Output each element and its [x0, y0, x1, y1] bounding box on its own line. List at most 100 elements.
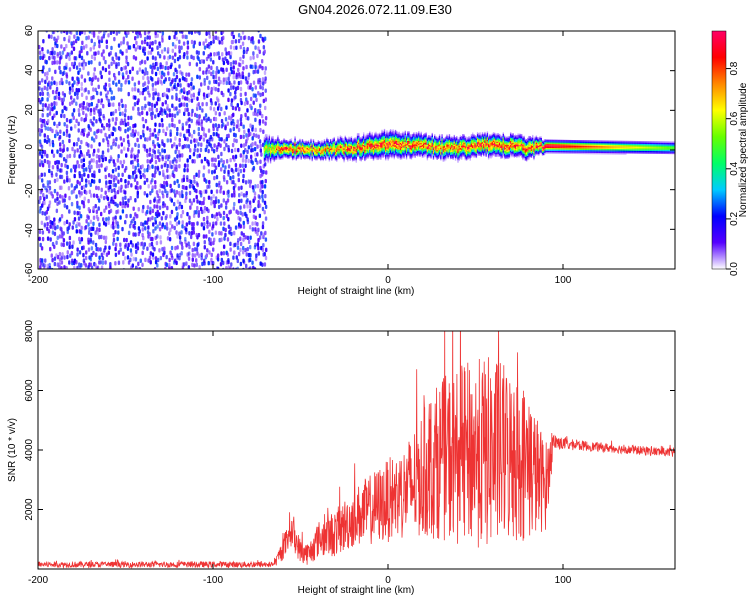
signal-cell	[420, 134, 422, 137]
noise-cell	[209, 98, 213, 103]
signal-cell	[263, 140, 266, 143]
signal-cell	[418, 150, 420, 153]
signal-cell	[396, 140, 398, 143]
signal-cell	[394, 149, 397, 151]
signal-cell	[302, 157, 305, 159]
signal-cell	[415, 139, 418, 141]
noise-cell	[56, 164, 59, 170]
signal-cell	[356, 144, 359, 146]
noise-cell	[227, 115, 231, 121]
signal-cell	[416, 154, 419, 157]
noise-cell	[65, 124, 69, 129]
noise-cell	[56, 177, 59, 182]
signal-cell	[367, 148, 370, 151]
noise-cell	[182, 87, 186, 92]
signal-cell	[318, 143, 321, 146]
signal-cell	[305, 151, 307, 154]
signal-cell	[339, 154, 342, 157]
noise-cell	[161, 31, 165, 36]
noise-cell	[61, 101, 64, 106]
signal-cell	[263, 157, 266, 160]
signal-cell	[339, 153, 342, 156]
signal-cell	[313, 152, 316, 155]
signal-cell	[432, 144, 435, 147]
noise-cell	[192, 55, 195, 61]
signal-cell	[274, 148, 277, 151]
signal-cell	[403, 146, 405, 148]
signal-cell	[419, 137, 421, 139]
signal-cell	[279, 146, 282, 149]
noise-cell	[151, 55, 155, 60]
noise-cell	[166, 205, 169, 211]
noise-cell	[93, 56, 97, 61]
signal-cell	[361, 148, 364, 151]
signal-cell	[413, 146, 415, 148]
signal-cell	[312, 143, 315, 145]
signal-cell	[374, 143, 376, 146]
signal-cell	[293, 158, 295, 160]
noise-cell	[171, 41, 175, 47]
noise-cell	[254, 184, 257, 189]
signal-cell	[371, 143, 373, 145]
signal-cell	[418, 142, 420, 144]
noise-cell	[158, 143, 161, 149]
signal-cell	[393, 141, 395, 143]
signal-cell	[425, 133, 427, 136]
noise-cell	[232, 255, 235, 260]
noise-cell	[187, 83, 191, 88]
noise-cell	[178, 119, 181, 124]
noise-cell	[214, 110, 218, 116]
signal-cell	[440, 151, 442, 154]
signal-cell	[334, 145, 337, 147]
noise-cell	[247, 179, 250, 184]
signal-cell	[293, 149, 295, 152]
signal-cell	[376, 143, 378, 145]
signal-cell	[394, 136, 397, 139]
signal-cell	[272, 151, 274, 153]
signal-cell	[325, 152, 327, 154]
signal-cell	[337, 155, 339, 158]
signal-cell	[296, 153, 299, 155]
signal-cell	[263, 143, 266, 146]
signal-cell	[353, 138, 355, 140]
noise-cell	[200, 82, 203, 87]
signal-cell	[269, 159, 272, 161]
signal-cell	[336, 140, 338, 143]
signal-cell	[387, 159, 389, 161]
noise-cell	[178, 39, 181, 45]
signal-cell	[339, 149, 342, 151]
signal-cell	[437, 139, 440, 141]
noise-cell	[73, 168, 77, 173]
noise-cell	[39, 117, 42, 123]
noise-cell	[188, 244, 191, 250]
signal-cell	[351, 157, 354, 159]
signal-cell	[408, 151, 410, 154]
noise-cell	[161, 123, 164, 128]
noise-cell	[133, 87, 137, 92]
noise-cell	[93, 173, 96, 179]
signal-cell	[301, 139, 304, 141]
signal-cell	[371, 154, 373, 157]
noise-cell	[94, 252, 98, 258]
signal-cell	[383, 138, 386, 141]
noise-cell	[173, 34, 176, 40]
noise-cell	[74, 56, 78, 61]
signal-cell	[360, 147, 362, 149]
signal-cell	[410, 134, 413, 136]
noise-cell	[131, 159, 134, 165]
noise-cell	[50, 170, 53, 176]
noise-cell	[134, 35, 137, 41]
signal-cell	[347, 159, 349, 162]
signal-cell	[295, 154, 297, 157]
signal-cell	[343, 148, 345, 150]
signal-cell	[298, 151, 300, 154]
signal-cell	[322, 155, 324, 157]
noise-cell	[151, 111, 154, 116]
noise-cell	[194, 143, 197, 149]
noise-cell	[62, 97, 65, 102]
signal-cell	[334, 158, 337, 161]
noise-cell	[80, 173, 84, 179]
noise-cell	[137, 98, 140, 103]
noise-cell	[55, 101, 58, 106]
noise-cell	[45, 59, 48, 65]
